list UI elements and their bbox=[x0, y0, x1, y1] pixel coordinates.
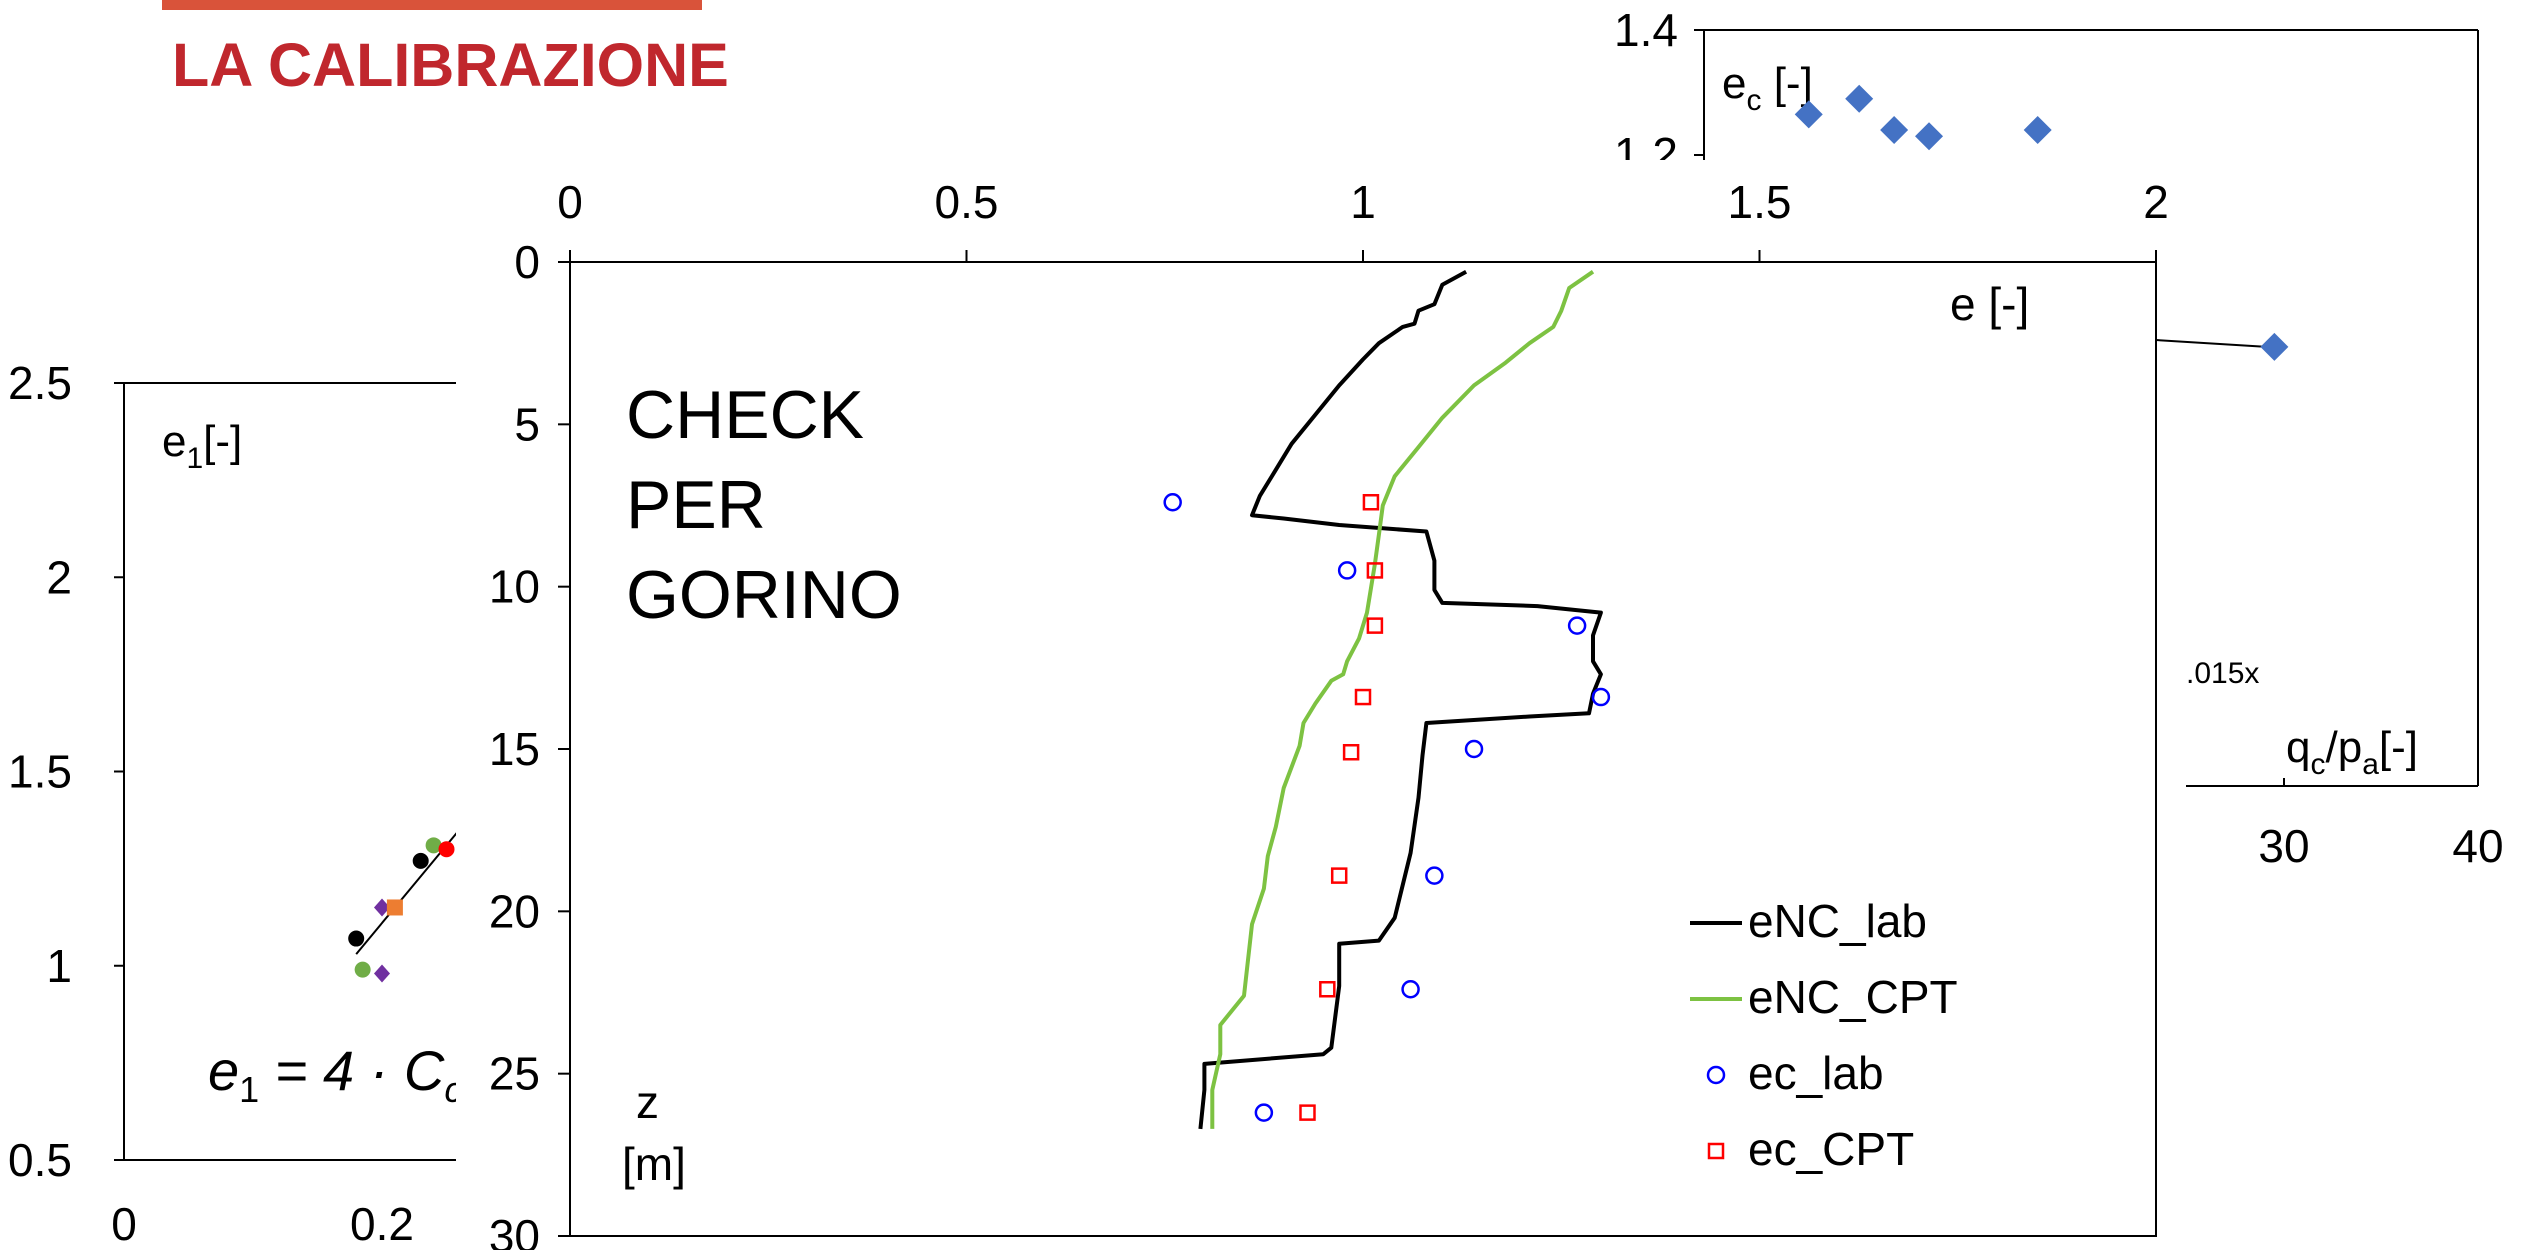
left-chart-xtick: 0 bbox=[111, 1198, 137, 1250]
series-eNC_lab-line bbox=[1198, 269, 1603, 1130]
title-accent-bar bbox=[162, 0, 702, 10]
left-data-point bbox=[348, 930, 365, 947]
main-chart-ylabel-unit: [m] bbox=[622, 1138, 686, 1190]
main-chart: 0 0.5 1 1.5 2 0 5 10 15 20 25 30 e [-] z [m] CHECK… bbox=[456, 160, 2169, 1250]
annotation-per: PER bbox=[626, 467, 766, 543]
left-chart-ytick-label: 2 bbox=[46, 551, 72, 603]
right-data-point bbox=[1845, 84, 1874, 113]
right-chart-ylabel: ec [-] bbox=[1722, 59, 1813, 117]
right-chart-xlabel: qc/pa[-] bbox=[2286, 723, 2418, 781]
main-chart-series bbox=[1163, 269, 1611, 1130]
main-xtick-label: 2 bbox=[2143, 176, 2169, 228]
series-eNC_CPT-line bbox=[1210, 270, 1595, 1129]
right-chart-xlabel-p-sub: a bbox=[2362, 748, 2379, 781]
right-chart-xlabel-q: q bbox=[2286, 723, 2310, 772]
right-chart: 1.4 1.2 30 40 ec [-] qc/pa[-] .015x bbox=[1614, 4, 2504, 872]
left-chart: 0.511.522.5 0 0.2 e1[-] e1 = 4 · Cc bbox=[8, 357, 462, 1250]
right-chart-ylabel-main: e bbox=[1722, 59, 1746, 108]
right-data-point bbox=[2023, 116, 2052, 144]
right-chart-xlabel-unit: [-] bbox=[2379, 723, 2418, 772]
left-chart-yticks: 0.5 1 1.5 2 2.5 bbox=[8, 357, 124, 1186]
main-xtick-label: 0 bbox=[557, 176, 583, 228]
left-eq-lhs-sub: 1 bbox=[239, 1069, 259, 1110]
legend-label-ec_CPT: ec_CPT bbox=[1748, 1123, 1914, 1175]
right-chart-ytick: 1.4 bbox=[1614, 4, 1678, 56]
series-ec_CPT-point bbox=[1362, 494, 1380, 511]
series-ec_CPT-point bbox=[1366, 562, 1384, 579]
series-ec_CPT-point bbox=[1319, 981, 1336, 998]
right-chart-xtick: 40 bbox=[2452, 820, 2503, 872]
legend-label-eNC_lab: eNC_lab bbox=[1748, 895, 1927, 947]
series-ec_CPT-point bbox=[1330, 867, 1348, 884]
left-chart-ylabel-unit: [-] bbox=[203, 417, 242, 466]
main-chart-xticks: 0 0.5 1 1.5 2 bbox=[557, 176, 2169, 262]
annotation-gorino: GORINO bbox=[626, 557, 902, 633]
left-chart-marks bbox=[348, 829, 461, 983]
left-chart-equation: e1 = 4 · Cc bbox=[208, 1039, 462, 1110]
main-ytick-label: 10 bbox=[489, 561, 540, 613]
legend-label-ec_lab: ec_lab bbox=[1748, 1047, 1884, 1099]
main-xtick-label: 1.5 bbox=[1728, 176, 1792, 228]
main-ytick-label: 20 bbox=[489, 885, 540, 937]
left-chart-xtick: 0.2 bbox=[350, 1198, 414, 1250]
left-chart-ytick-label: 1 bbox=[46, 940, 72, 992]
series-ec_lab-point bbox=[1464, 739, 1484, 759]
left-data-point bbox=[374, 898, 390, 917]
series-ec_lab-point bbox=[1591, 687, 1611, 707]
legend-label-eNC_CPT: eNC_CPT bbox=[1748, 971, 1958, 1023]
left-data-point bbox=[354, 961, 371, 978]
main-ytick-label: 30 bbox=[489, 1210, 540, 1250]
right-chart-ylabel-unit: [-] bbox=[1761, 59, 1812, 108]
series-ec_CPT-point bbox=[1354, 688, 1372, 706]
main-chart-legend: eNC_lab eNC_CPT ec_lab ec_CPT bbox=[1690, 895, 1958, 1175]
left-chart-ytick-label: 1.5 bbox=[8, 746, 72, 798]
series-ec_lab-point bbox=[1567, 616, 1587, 635]
series-ec_CPT-point bbox=[1342, 743, 1360, 761]
right-chart-xtick: 30 bbox=[2258, 820, 2309, 872]
main-ytick-label: 15 bbox=[489, 723, 540, 775]
right-data-point bbox=[2260, 332, 2289, 361]
left-eq-rhs: = 4 · C bbox=[259, 1039, 445, 1102]
series-ec_lab-point bbox=[1163, 493, 1182, 512]
main-ytick-label: 5 bbox=[514, 398, 540, 450]
left-chart-ylabel-main: e bbox=[162, 417, 186, 466]
left-data-point bbox=[412, 852, 429, 869]
right-data-point bbox=[1880, 116, 1909, 144]
main-ytick-label: 25 bbox=[489, 1048, 540, 1100]
left-data-point bbox=[386, 899, 403, 916]
main-chart-xlabel: e [-] bbox=[1950, 278, 2029, 330]
right-chart-xlabel-p: /p bbox=[2325, 723, 2362, 772]
right-data-point bbox=[1794, 100, 1823, 129]
main-plot-area bbox=[569, 261, 2157, 1237]
annotation-check: CHECK bbox=[626, 377, 864, 453]
page-title: LA CALIBRAZIONE bbox=[172, 31, 729, 99]
series-ec_CPT-point bbox=[1299, 1104, 1316, 1121]
legend-swatch-ec_CPT bbox=[1707, 1142, 1725, 1160]
series-ec_lab-point bbox=[1254, 1103, 1274, 1122]
right-data-point bbox=[1915, 122, 1944, 151]
series-ec_lab-point bbox=[1401, 980, 1420, 999]
left-data-point bbox=[438, 841, 455, 858]
left-chart-ytick-label: 2.5 bbox=[8, 357, 72, 409]
left-chart-ytick-label: 0.5 bbox=[8, 1134, 72, 1186]
main-chart-yticks: 0 5 10 15 20 25 30 bbox=[489, 236, 570, 1250]
right-chart-equation-fragment: .015x bbox=[2186, 657, 2259, 690]
right-chart-xlabel-q-sub: c bbox=[2310, 748, 2325, 781]
series-ec_lab-point bbox=[1337, 561, 1357, 580]
left-data-point bbox=[425, 837, 442, 854]
left-chart-ylabel: e1[-] bbox=[162, 417, 242, 475]
legend-swatch-ec_lab bbox=[1706, 1065, 1726, 1085]
main-xtick-label: 0.5 bbox=[935, 176, 999, 228]
series-ec_CPT-point bbox=[1366, 617, 1384, 634]
left-data-point bbox=[374, 964, 390, 983]
series-ec_lab-point bbox=[1425, 866, 1444, 885]
main-ytick-label: 0 bbox=[514, 236, 540, 288]
right-chart-ylabel-sub: c bbox=[1746, 84, 1761, 117]
main-xtick-label: 1 bbox=[1350, 176, 1376, 228]
left-chart-ylabel-sub: 1 bbox=[186, 442, 203, 475]
left-eq-lhs: e bbox=[208, 1039, 239, 1102]
main-chart-ylabel-z: z bbox=[636, 1076, 659, 1128]
